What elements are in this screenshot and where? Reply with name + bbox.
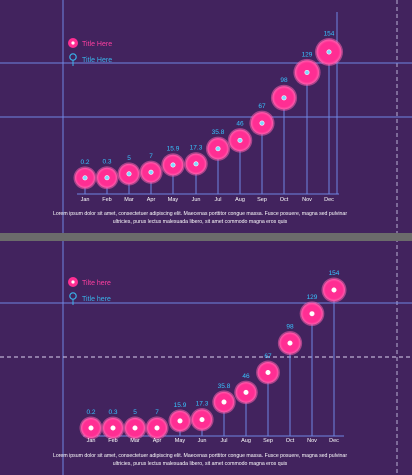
bubble-center-oct <box>287 340 293 346</box>
footer-text: Lorem ipsum dolor sit amet, consectetuer… <box>53 453 347 467</box>
value-label-sep: 67 <box>264 353 272 360</box>
bubble-center-apr <box>154 425 160 431</box>
month-label-feb: Feb <box>102 197 111 203</box>
bubble-center-apr <box>148 169 154 175</box>
bubble-center-nov <box>309 311 315 317</box>
legend-marker-2 <box>69 292 77 300</box>
value-label-feb: 0.3 <box>102 159 111 166</box>
value-label-aug: 46 <box>242 373 250 380</box>
bubble-center-may <box>177 418 183 424</box>
month-label-feb: Feb <box>108 438 117 444</box>
month-label-sep: Sep <box>263 438 273 444</box>
month-label-jun: Jun <box>192 197 201 203</box>
bubble-center-sep <box>265 369 271 375</box>
bubble-center-feb <box>110 425 116 431</box>
value-label-dec: 154 <box>329 270 340 277</box>
legend-label-2: Title Here <box>82 57 112 64</box>
footer-text: Lorem ipsum dolor sit amet, consectetuer… <box>53 211 347 225</box>
legend-label-2: Title here <box>82 296 111 303</box>
bubble-center-jul <box>215 146 221 152</box>
month-label-aug: Aug <box>235 197 245 203</box>
month-label-sep: Sep <box>257 197 267 203</box>
month-label-aug: Aug <box>241 438 251 444</box>
bubble-center-dec <box>326 49 332 55</box>
month-label-may: May <box>175 438 186 444</box>
value-label-mar: 5 <box>133 409 137 416</box>
bubble-center-mar <box>132 425 138 431</box>
bubble-center-jun <box>199 417 205 423</box>
value-label-jul: 35.8 <box>218 383 231 390</box>
value-label-apr: 7 <box>155 409 159 416</box>
month-label-oct: Oct <box>286 438 295 444</box>
value-label-aug: 46 <box>236 121 244 128</box>
month-label-mar: Mar <box>124 197 134 203</box>
bubble-center-oct <box>281 95 287 101</box>
month-label-dec: Dec <box>324 197 334 203</box>
legend-label-1: Tilte here <box>82 280 111 287</box>
bubble-center-aug <box>237 137 243 143</box>
value-label-nov: 129 <box>307 294 318 301</box>
value-label-jun: 17.3 <box>196 400 209 407</box>
bubble-center-jan <box>88 425 94 431</box>
bubble-center-mar <box>126 171 132 177</box>
month-label-jul: Jul <box>220 438 227 444</box>
value-label-jan: 0.2 <box>86 409 95 416</box>
value-label-nov: 129 <box>302 51 313 58</box>
bubble-center-dec <box>331 287 337 293</box>
month-label-jul: Jul <box>214 197 221 203</box>
value-label-may: 15.9 <box>174 402 187 409</box>
section-separator <box>0 233 412 241</box>
value-label-jan: 0.2 <box>80 159 89 166</box>
month-label-nov: Nov <box>302 197 312 203</box>
value-label-jul: 35.8 <box>212 129 225 136</box>
month-label-mar: Mar <box>130 438 140 444</box>
chart-panel-2: Tilte here Title here 0.2 Jan 0.3 Feb 5 Mar 7 Apr… <box>0 270 412 467</box>
value-label-oct: 98 <box>280 77 288 84</box>
legend-marker-1-dot <box>71 41 75 45</box>
legend-marker-1-dot <box>71 280 75 284</box>
legend-label-1: Title Here <box>82 41 112 48</box>
month-label-jan: Jan <box>81 197 90 203</box>
value-label-feb: 0.3 <box>108 409 117 416</box>
month-label-oct: Oct <box>280 197 289 203</box>
value-label-sep: 67 <box>258 103 266 110</box>
value-label-apr: 7 <box>149 153 153 160</box>
legend-marker-2 <box>69 53 77 61</box>
bubble-center-jan <box>82 175 88 181</box>
bubble-center-jun <box>193 161 199 167</box>
bubble-center-jul <box>221 399 227 405</box>
month-label-apr: Apr <box>153 438 162 444</box>
value-label-oct: 98 <box>286 323 294 330</box>
bubble-center-sep <box>259 120 265 126</box>
value-label-mar: 5 <box>127 155 131 162</box>
chart-panel-1: Title Here Title Here 0.2 Jan 0.3 Feb 5 Mar 7 Apr… <box>0 12 412 225</box>
month-label-dec: Dec <box>329 438 339 444</box>
month-label-may: May <box>168 197 179 203</box>
value-label-may: 15.9 <box>167 146 180 153</box>
bubble-center-nov <box>304 69 310 75</box>
bubble-center-aug <box>243 389 249 395</box>
bubble-center-may <box>170 162 176 168</box>
value-label-dec: 154 <box>324 31 335 38</box>
month-label-jun: Jun <box>198 438 207 444</box>
month-label-jan: Jan <box>87 438 96 444</box>
bubble-center-feb <box>104 175 110 181</box>
month-label-nov: Nov <box>307 438 317 444</box>
value-label-jun: 17.3 <box>190 145 203 152</box>
month-label-apr: Apr <box>147 197 156 203</box>
